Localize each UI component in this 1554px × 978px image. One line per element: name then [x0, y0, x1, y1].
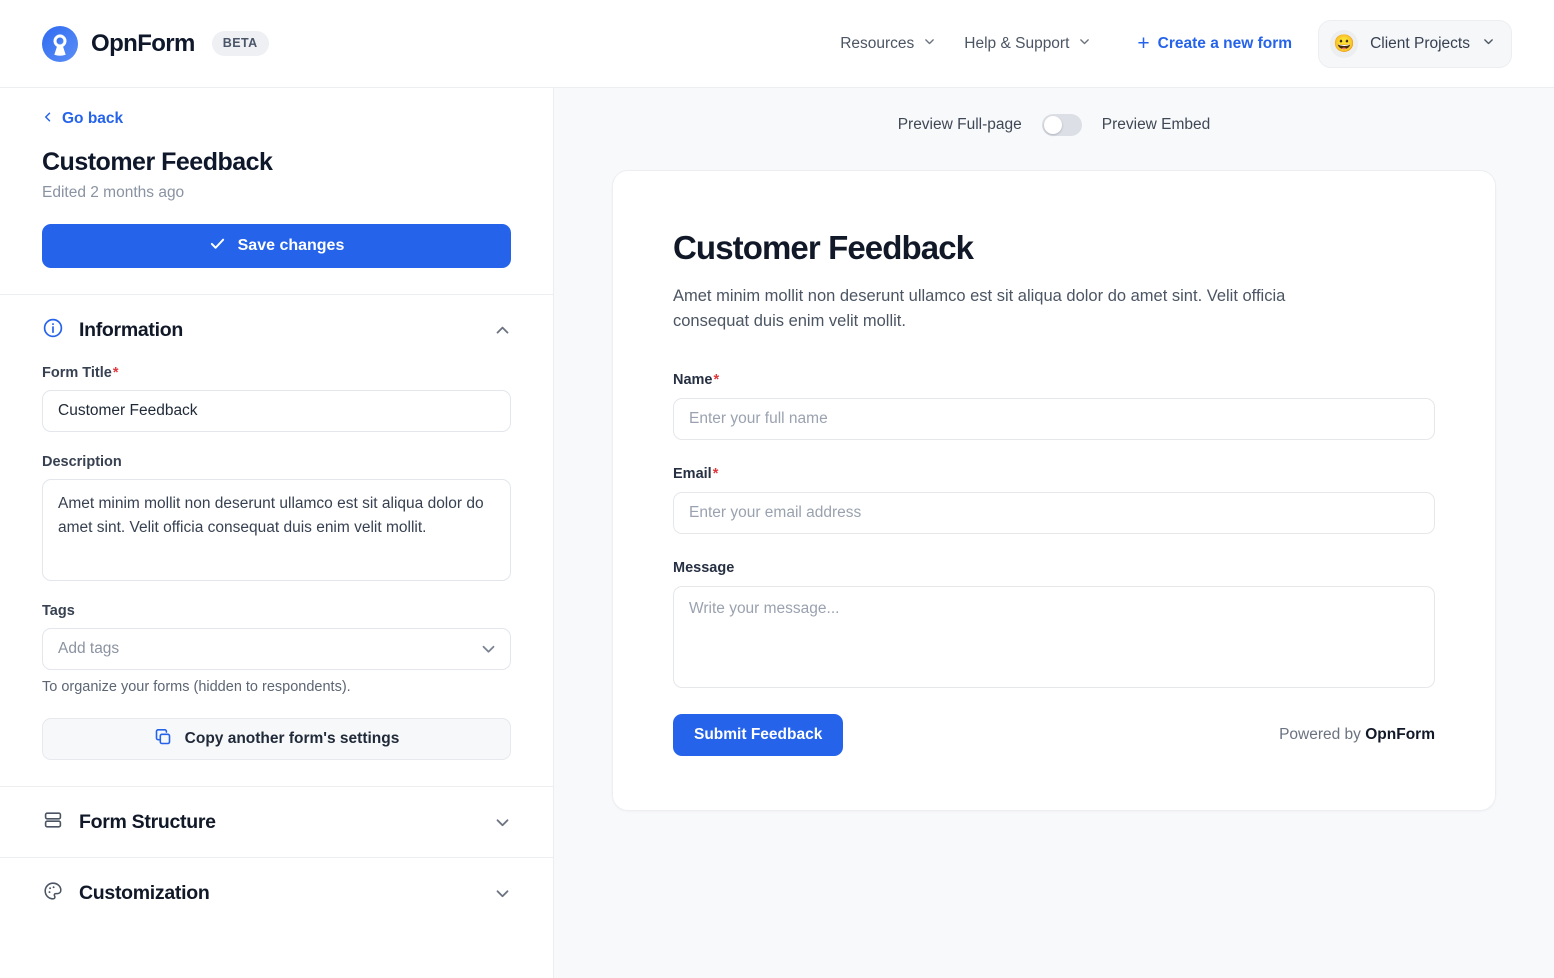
powered-by-brand: OpnForm [1365, 726, 1435, 744]
workspace-selector[interactable]: 😀 Client Projects [1318, 19, 1512, 68]
create-new-form-button[interactable]: + Create a new form [1123, 25, 1306, 62]
preview-full-page-label[interactable]: Preview Full-page [897, 116, 1022, 133]
plus-icon: + [1137, 32, 1150, 55]
submit-feedback-button[interactable]: Submit Feedback [673, 714, 844, 757]
preview-label-name: Name* [673, 372, 1435, 388]
form-editor-sidebar: Go back Customer Feedback Edited 2 month… [0, 88, 554, 978]
preview-label-name-text: Name [673, 372, 713, 389]
chevron-down-icon [1078, 35, 1091, 53]
preview-form-description: Amet minim mollit non deserunt ullamco e… [673, 287, 1286, 331]
email-input[interactable]: Enter your email address [673, 492, 1435, 535]
tags-label: Tags [42, 603, 75, 619]
preview-label-message-text: Message [673, 560, 735, 577]
create-new-form-label: Create a new form [1157, 34, 1293, 52]
preview-form-footer: Submit Feedback Powered by OpnForm [673, 714, 1435, 757]
form-title-label-text: Form Title [42, 365, 112, 381]
palette-icon [42, 880, 79, 907]
preview-field-name: Name* Enter your full name [673, 372, 1435, 441]
form-preview-pane: Preview Full-page Preview Embed Customer… [554, 88, 1554, 978]
section-title-information: Information [79, 318, 183, 341]
section-title-customization: Customization [79, 881, 210, 904]
chevron-left-icon [42, 110, 54, 128]
top-navigation-bar: OpnForm BETA Resources Help & Support + … [0, 0, 1554, 88]
top-nav-items: Resources Help & Support + Create a new … [826, 19, 1512, 68]
page-title: Customer Feedback [42, 148, 273, 176]
switch-knob [1043, 116, 1062, 134]
required-asterisk: * [712, 466, 719, 483]
divider [0, 294, 553, 295]
go-back-label: Go back [62, 110, 124, 127]
powered-by-prefix: Powered by [1279, 726, 1366, 744]
chevron-up-icon[interactable] [494, 322, 511, 339]
chevron-down-icon[interactable] [494, 814, 511, 831]
sidebar-section-customization: Customization [0, 858, 553, 928]
nav-item-help-support[interactable]: Help & Support [950, 27, 1105, 61]
required-asterisk: * [112, 365, 119, 381]
preview-field-email: Email* Enter your email address [673, 466, 1435, 535]
description-textarea[interactable]: Amet minim mollit non deserunt ullamco e… [42, 479, 511, 581]
preview-field-message: Message Write your message... [673, 560, 1435, 689]
avatar: 😀 [1330, 29, 1359, 58]
chevron-down-icon[interactable] [494, 885, 511, 902]
go-back-link[interactable]: Go back [42, 110, 123, 128]
chevron-down-icon [1482, 35, 1495, 53]
preview-label-message: Message [673, 560, 1435, 576]
divider [0, 857, 553, 858]
chevron-down-icon [923, 35, 936, 53]
form-preview-card: Customer Feedback Amet minim mollit non … [612, 170, 1496, 812]
preview-embed-label[interactable]: Preview Embed [1101, 116, 1211, 133]
message-textarea[interactable]: Write your message... [673, 586, 1435, 689]
beta-badge: BETA [211, 31, 269, 56]
layout-rows-icon [42, 809, 79, 836]
copy-icon [154, 728, 172, 751]
name-input[interactable]: Enter your full name [673, 398, 1435, 441]
preview-mode-switch[interactable] [1041, 114, 1082, 136]
brand-name: OpnForm [91, 29, 195, 57]
section-header-form-structure[interactable]: Form Structure [42, 787, 511, 857]
info-circle-icon [42, 317, 79, 344]
required-asterisk: * [713, 372, 720, 389]
tags-field: Tags Add tags To organize your forms (hi… [42, 603, 511, 695]
information-section-body: Form Title* Customer Feedback Descriptio… [42, 365, 511, 786]
section-title-form-structure: Form Structure [79, 810, 216, 833]
workspace-name: Client Projects [1370, 34, 1470, 52]
copy-form-settings-button[interactable]: Copy another form's settings [42, 718, 511, 760]
tags-select[interactable]: Add tags [42, 628, 511, 670]
nav-item-resources[interactable]: Resources [826, 27, 950, 61]
save-changes-button[interactable]: Save changes [42, 224, 511, 268]
main-content-split: Go back Customer Feedback Edited 2 month… [0, 88, 1554, 978]
last-edited-text: Edited 2 months ago [42, 184, 185, 201]
preview-label-email-text: Email [673, 466, 712, 483]
save-changes-label: Save changes [237, 237, 345, 254]
sidebar-section-information: Information Form Title* Customer Feedbac… [0, 295, 553, 786]
preview-label-email: Email* [673, 466, 1435, 482]
check-icon [209, 235, 226, 257]
form-title-label: Form Title* [42, 365, 511, 381]
form-title-field: Form Title* Customer Feedback [42, 365, 511, 432]
form-title-input[interactable]: Customer Feedback [42, 390, 511, 432]
powered-by-text: Powered by OpnForm [1279, 726, 1435, 744]
copy-form-settings-label: Copy another form's settings [184, 730, 400, 747]
section-header-customization[interactable]: Customization [42, 858, 511, 928]
sidebar-header: Go back Customer Feedback Edited 2 month… [0, 88, 553, 294]
nav-resources-label: Resources [840, 34, 915, 52]
opnform-logo-icon [42, 25, 78, 62]
divider [0, 786, 553, 787]
preview-form-title: Customer Feedback [673, 229, 974, 266]
description-field: Description Amet minim mollit non deseru… [42, 454, 511, 581]
tags-select-wrapper: Add tags [42, 628, 511, 670]
tags-helper-text: To organize your forms (hidden to respon… [42, 679, 351, 695]
section-header-information[interactable]: Information [42, 295, 511, 365]
sidebar-section-form-structure: Form Structure [0, 787, 553, 857]
preview-mode-toggle-row: Preview Full-page Preview Embed [610, 114, 1498, 136]
brand-logo-group[interactable]: OpnForm BETA [42, 25, 269, 62]
description-label: Description [42, 454, 122, 470]
nav-help-label: Help & Support [964, 34, 1070, 52]
